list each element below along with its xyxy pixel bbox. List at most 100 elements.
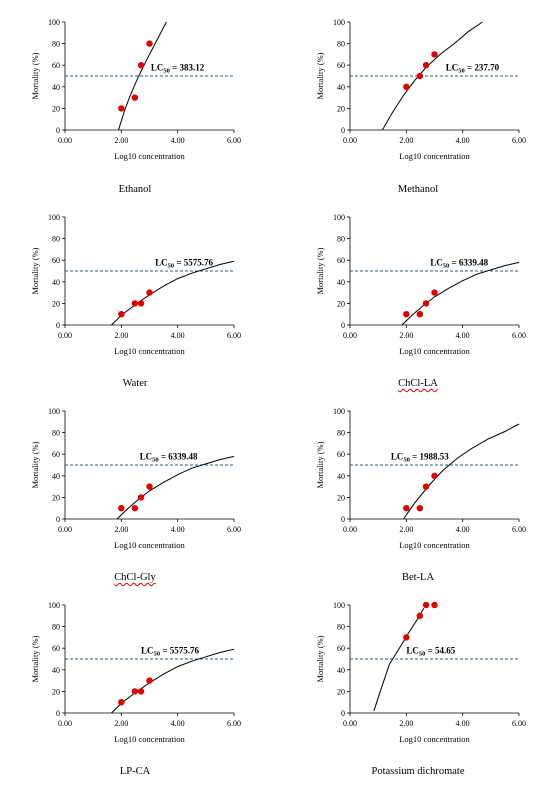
- y-tick-label: 100: [48, 601, 60, 610]
- lc50-prefix: LC: [391, 452, 404, 462]
- y-axis-title: Mortality (%): [30, 635, 40, 682]
- x-axis-title: Log10 concentration: [399, 346, 470, 356]
- data-point: [431, 289, 438, 296]
- chart-methanol: 0 20 40 60 80 100 0.00 2.00 4.00 6.00 Log10 concen…: [315, 18, 526, 161]
- x-tick-label: 4.00: [456, 331, 470, 340]
- chart-potassium-dichromate: 0 20 40 60 80 100 0.00 2.00 4.00 6.00 Log10 concen…: [315, 601, 526, 744]
- y-tick-label: 100: [48, 18, 60, 27]
- y-tick-label: 0: [56, 515, 60, 524]
- data-point: [137, 61, 145, 69]
- x-tick-label: 6.00: [512, 525, 526, 534]
- lc50-prefix: LC: [406, 646, 419, 656]
- y-tick-label: 60: [52, 61, 60, 70]
- y-tick-label: 40: [337, 278, 345, 287]
- y-tick-label: 0: [341, 709, 345, 718]
- lc50-subscript: 50: [168, 263, 175, 270]
- lc50-prefix: LC: [140, 452, 153, 462]
- x-tick-label: 6.00: [227, 136, 241, 145]
- x-tick-label: 4.00: [171, 331, 185, 340]
- x-tick-label: 6.00: [227, 719, 241, 728]
- x-tick-label: 0.00: [58, 719, 72, 728]
- data-point: [131, 94, 139, 101]
- x-tick-label: 4.00: [171, 525, 185, 534]
- data-point: [422, 483, 430, 490]
- lc50-value: = 6339.48: [159, 452, 198, 462]
- data-point: [403, 83, 410, 91]
- y-tick-label: 60: [337, 450, 345, 459]
- y-tick-label: 20: [52, 687, 60, 696]
- lc50-prefix: LC: [446, 63, 459, 73]
- x-tick-label: 2.00: [114, 331, 128, 340]
- x-tick-label: 2.00: [399, 331, 413, 340]
- y-axis-title: Mortality (%): [315, 441, 325, 488]
- y-tick-label: 20: [337, 104, 345, 113]
- data-point: [137, 688, 145, 695]
- y-tick-label: 80: [337, 40, 345, 49]
- y-tick-label: 20: [337, 687, 345, 696]
- caption-methanol: Methanol: [318, 184, 518, 195]
- data-point: [416, 72, 424, 80]
- lc50-annotation: LC50 = 5575.76: [155, 258, 213, 270]
- lc50-value: = 5575.76: [174, 258, 213, 268]
- lc50-value: = 1988.53: [410, 452, 449, 462]
- x-tick-label: 0.00: [58, 331, 72, 340]
- y-tick-label: 60: [52, 450, 60, 459]
- caption-chcl-la: ChCl-LA: [318, 378, 518, 389]
- y-tick-label: 40: [52, 278, 60, 287]
- x-axis-title: Log10 concentration: [114, 151, 185, 161]
- lc50-value: = 383.12: [170, 63, 205, 73]
- y-tick-label: 20: [52, 299, 60, 308]
- x-tick-label: 0.00: [343, 525, 357, 534]
- caption-bet-la: Bet-LA: [318, 572, 518, 583]
- lc50-subscript: 50: [443, 263, 450, 270]
- y-tick-label: 80: [52, 235, 60, 244]
- x-axis-title: Log10 concentration: [114, 734, 185, 744]
- y-axis-title: Mortality (%): [30, 247, 40, 294]
- data-point: [416, 311, 424, 318]
- x-tick-label: 0.00: [343, 331, 357, 340]
- lc50-prefix: LC: [155, 258, 168, 268]
- x-axis-title: Log10 concentration: [399, 540, 470, 550]
- y-tick-label: 100: [333, 213, 345, 222]
- lc50-annotation: LC50 = 6339.48: [430, 258, 488, 270]
- caption-ethanol: Ethanol: [35, 184, 235, 195]
- y-tick-label: 80: [52, 40, 60, 49]
- y-tick-label: 100: [333, 407, 345, 416]
- x-tick-label: 2.00: [399, 525, 413, 534]
- data-point: [137, 494, 145, 501]
- y-tick-label: 80: [52, 429, 60, 438]
- y-tick-label: 0: [341, 126, 345, 135]
- chart-lp-ca: 0 20 40 60 80 100 0.00 2.00 4.00 6.00 Log10 concen…: [30, 601, 241, 744]
- y-tick-label: 20: [337, 299, 345, 308]
- lc50-prefix: LC: [151, 63, 164, 73]
- x-tick-label: 0.00: [343, 719, 357, 728]
- y-tick-label: 20: [52, 493, 60, 502]
- lc50-value: = 237.70: [465, 63, 500, 73]
- data-point: [431, 472, 438, 479]
- x-tick-label: 2.00: [114, 525, 128, 534]
- x-tick-label: 4.00: [456, 136, 470, 145]
- y-tick-label: 60: [52, 644, 60, 653]
- y-tick-label: 0: [56, 126, 60, 135]
- lc50-prefix: LC: [430, 258, 443, 268]
- y-tick-label: 100: [48, 213, 60, 222]
- fit-curve: [116, 455, 235, 520]
- caption-lp-ca: LP-CA: [35, 766, 235, 777]
- lc50-annotation: LC50 = 5575.76: [141, 646, 199, 658]
- lc50-subscript: 50: [458, 68, 465, 75]
- chart-water: 0 20 40 60 80 100 0.00 2.00 4.00 6.00 Log10 concen…: [30, 213, 241, 356]
- y-tick-label: 80: [337, 623, 345, 632]
- data-point: [416, 505, 424, 512]
- data-point: [146, 677, 153, 684]
- caption-text: Potassium dichromate: [371, 766, 465, 777]
- fit-curve: [401, 261, 520, 326]
- x-tick-label: 2.00: [399, 136, 413, 145]
- fit-curve: [373, 607, 425, 711]
- data-point: [422, 61, 430, 69]
- caption-text: ChCl-LA: [398, 378, 438, 389]
- y-tick-label: 100: [48, 407, 60, 416]
- y-axis-title: Mortality (%): [30, 441, 40, 488]
- y-tick-label: 60: [337, 644, 345, 653]
- y-axis-title: Mortality (%): [315, 247, 325, 294]
- data-point: [416, 612, 424, 619]
